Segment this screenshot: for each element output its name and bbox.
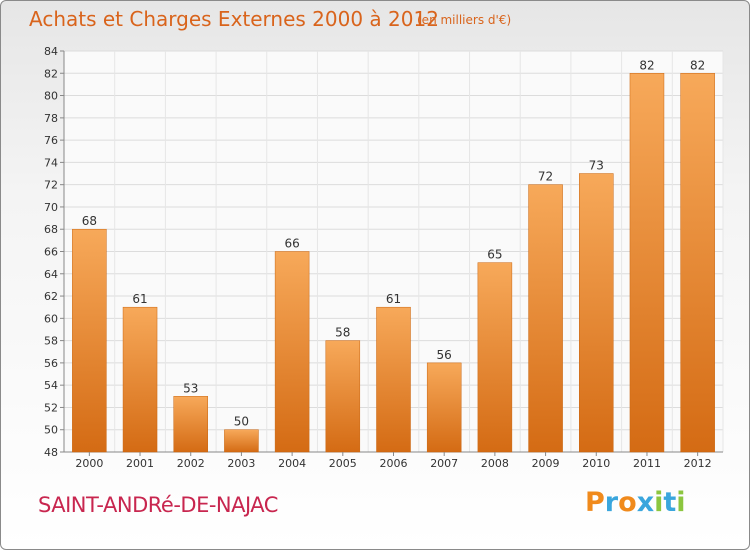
logo-letter: i [676, 487, 686, 518]
chart-title: Achats et Charges Externes 2000 à 2012 [29, 7, 439, 31]
logo-letter: r [604, 487, 619, 518]
bar [173, 396, 208, 453]
logo-letter: i [654, 487, 664, 518]
data-label: 50 [234, 415, 249, 429]
bar [72, 228, 107, 453]
x-tick-label: 2009 [532, 457, 560, 470]
x-tick-labels: 2000 2001 2002 2003 2004 2005 2006 2007 2008 2009… [75, 452, 712, 470]
bar [579, 173, 614, 453]
y-tick-label: 58 [44, 335, 58, 348]
y-tick-label: 62 [44, 290, 58, 303]
data-label: 73 [589, 159, 604, 173]
x-tick-label: 2002 [177, 457, 205, 470]
y-tick-label: 52 [44, 401, 58, 414]
x-tick-label: 2000 [75, 457, 103, 470]
bar [376, 306, 411, 453]
y-tick-label: 84 [44, 45, 58, 58]
y-tick-label: 82 [44, 67, 58, 80]
bar [224, 429, 259, 453]
y-tick-label: 56 [44, 357, 58, 370]
x-tick-label: 2003 [227, 457, 255, 470]
data-label: 68 [82, 214, 97, 228]
data-label: 65 [487, 248, 502, 262]
data-label: 61 [386, 292, 401, 306]
y-tick-label: 74 [44, 156, 58, 169]
y-tick-label: 48 [44, 446, 58, 459]
data-label: 72 [538, 170, 553, 184]
data-label: 53 [183, 381, 198, 395]
data-label: 58 [335, 326, 350, 340]
y-tick-label: 54 [44, 379, 58, 392]
y-tick-label: 68 [44, 223, 58, 236]
location-name: SAINT-ANDRé-DE-NAJAC [38, 493, 278, 517]
x-tick-label: 2005 [329, 457, 357, 470]
data-label: 82 [639, 58, 654, 72]
data-label: 82 [690, 58, 705, 72]
x-tick-label: 2008 [481, 457, 509, 470]
x-tick-label: 2011 [633, 457, 661, 470]
bar [274, 251, 310, 453]
data-label: 56 [437, 348, 452, 362]
bar [325, 340, 361, 453]
logo-letter: P [585, 487, 605, 518]
y-tick-label: 50 [44, 424, 58, 437]
x-tick-label: 2012 [684, 457, 712, 470]
data-label: 66 [284, 237, 299, 251]
y-tick-label: 76 [44, 134, 58, 147]
bar [122, 306, 158, 453]
bar [528, 184, 563, 453]
y-tick-label: 64 [44, 268, 58, 281]
proxiti-logo: Proxiti [585, 487, 686, 518]
x-tick-label: 2007 [430, 457, 458, 470]
data-label: 61 [132, 292, 147, 306]
bars [72, 73, 715, 453]
x-tick-label: 2010 [582, 457, 610, 470]
bar [426, 362, 462, 453]
logo-letter: t [663, 487, 677, 518]
bar [680, 73, 715, 453]
y-tick-label: 80 [44, 90, 58, 103]
y-tick-label: 60 [44, 312, 58, 325]
bar [477, 262, 513, 453]
y-tick-label: 70 [44, 201, 58, 214]
y-tick-labels: 48 50 52 54 56 58 60 62 64 66 68 70 72 74 76 78 80 82 84 [44, 45, 58, 459]
y-tick-label: 78 [44, 112, 58, 125]
bar [629, 73, 665, 453]
unit-note: (en milliers d'€) [417, 13, 512, 27]
logo-letter: x [636, 487, 655, 518]
x-tick-label: 2004 [278, 457, 306, 470]
x-tick-label: 2006 [380, 457, 408, 470]
y-tick-label: 66 [44, 246, 58, 259]
logo-letter: o [618, 487, 637, 518]
data-labels: 68 61 53 50 66 58 61 56 65 72 73 82 82 [82, 58, 706, 428]
y-tick-label: 72 [44, 179, 58, 192]
x-tick-label: 2001 [126, 457, 154, 470]
